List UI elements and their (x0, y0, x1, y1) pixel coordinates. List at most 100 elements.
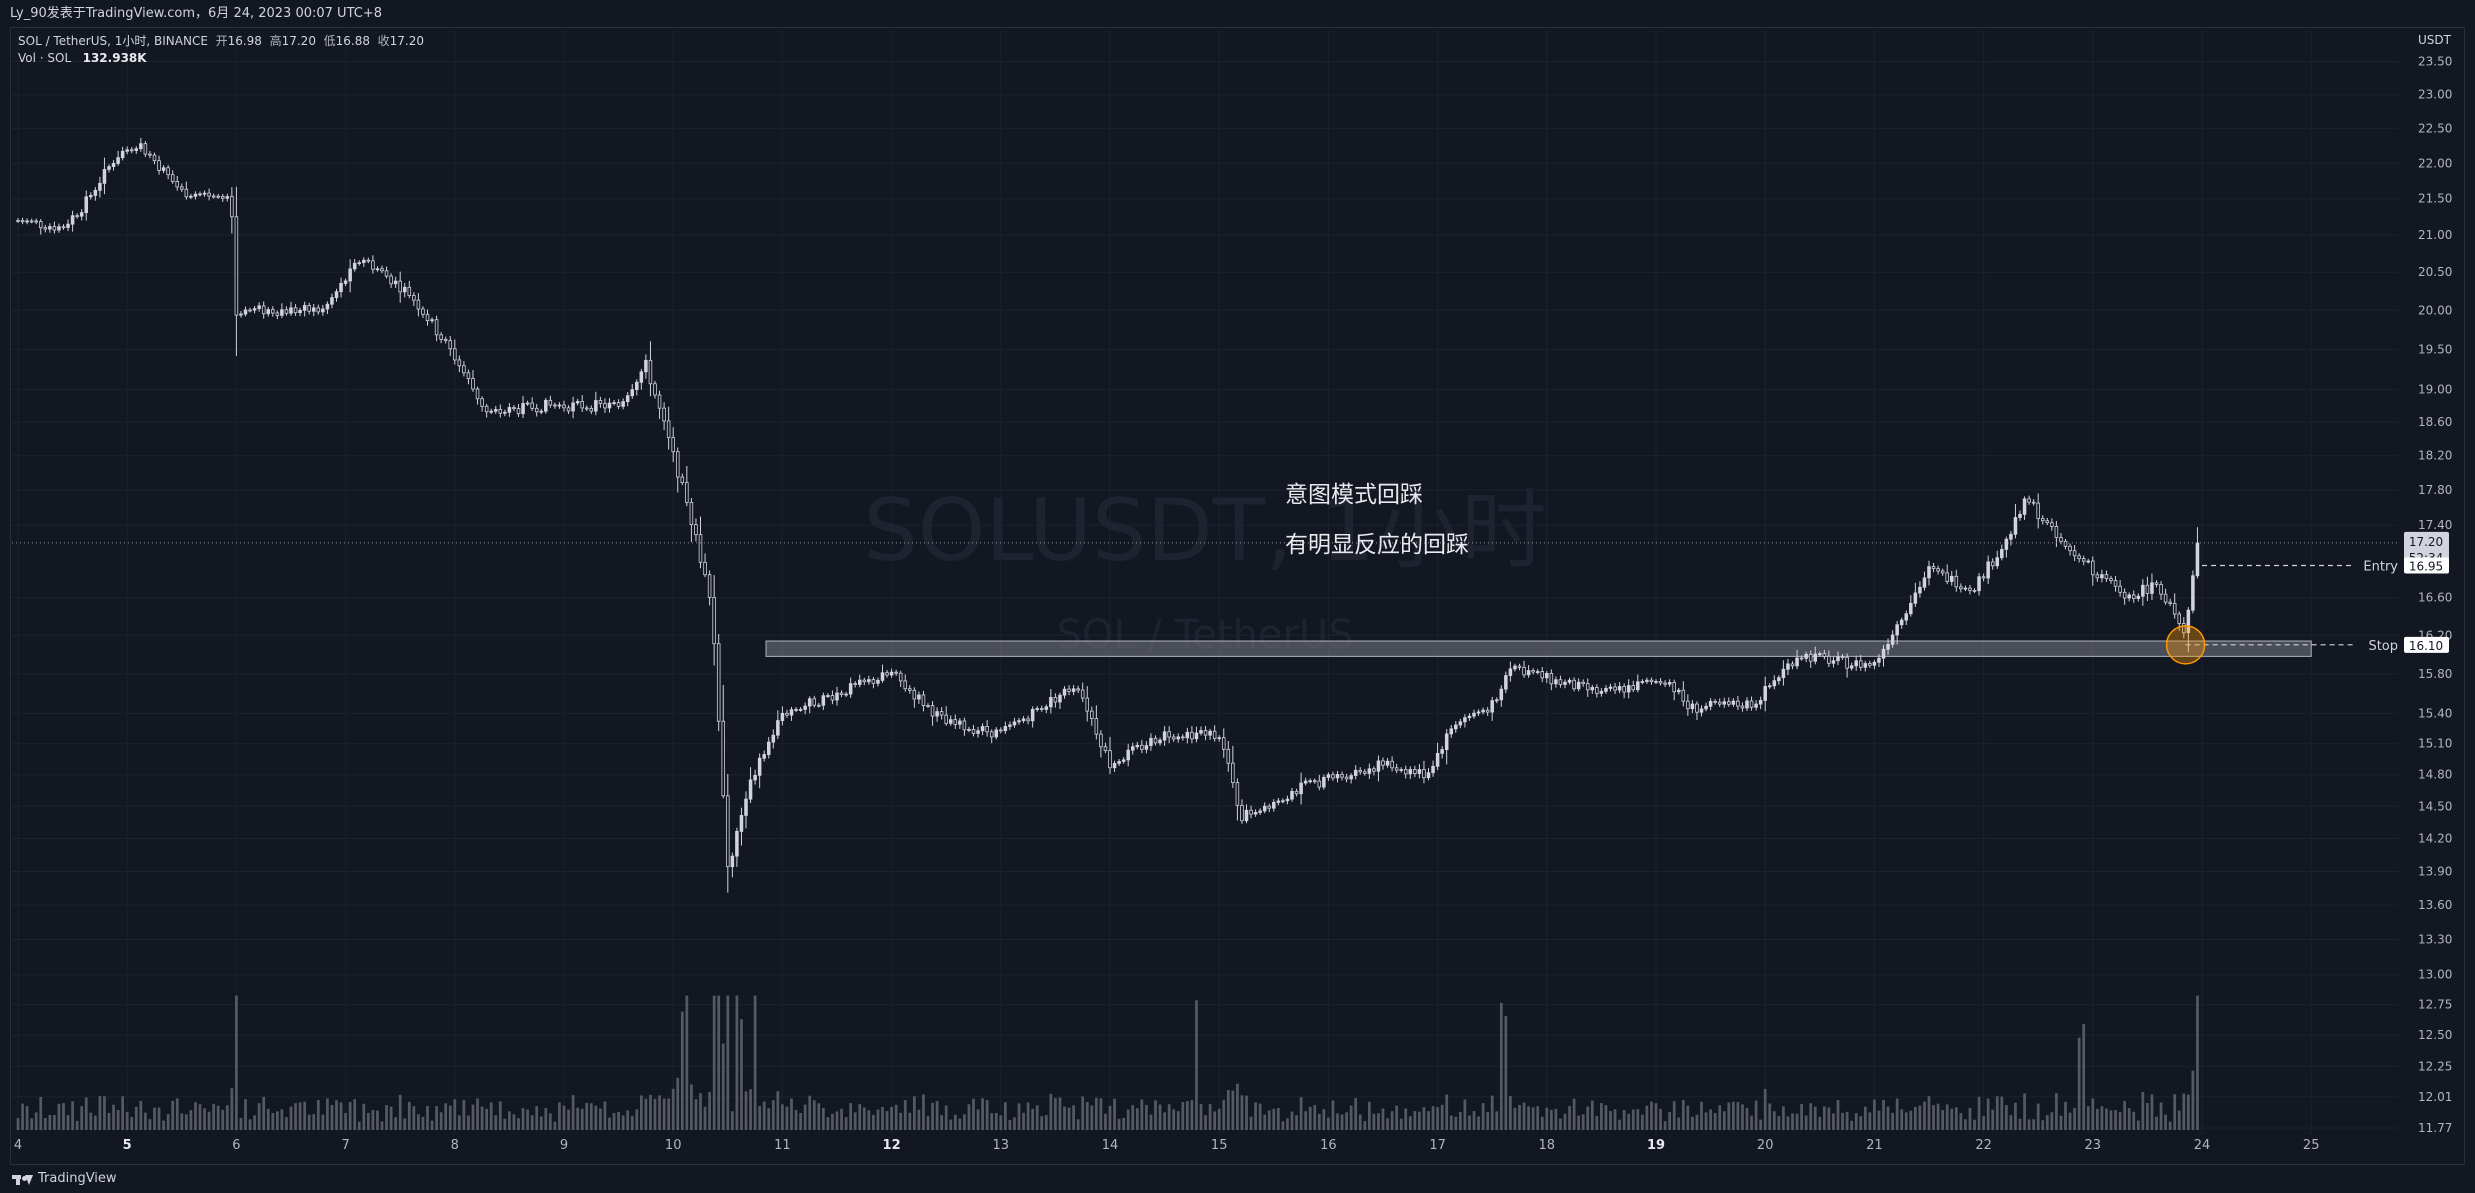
volume-bar (621, 1115, 625, 1130)
candle-body (34, 220, 38, 223)
candle-body (1399, 769, 1403, 771)
candle-body (1968, 587, 1972, 591)
volume-bar (1859, 1116, 1863, 1130)
candle-body (230, 196, 234, 218)
candle-body (903, 680, 908, 690)
candle-body (161, 167, 166, 171)
volume-bar (1695, 1114, 1699, 1130)
volume-bar (1995, 1096, 1999, 1130)
candle-body (143, 143, 148, 155)
volume-bar (394, 1117, 398, 1130)
legend-high: 17.20 (281, 34, 316, 48)
candle-body (239, 313, 243, 316)
candle-body (48, 226, 52, 230)
candle-body (1649, 679, 1654, 682)
volume-bar (589, 1103, 593, 1130)
volume-bar (457, 1115, 461, 1130)
candle-body (466, 372, 471, 379)
candle-body (1767, 685, 1772, 688)
volume-bar (940, 1115, 944, 1130)
candle-body (371, 260, 375, 270)
candle-body (1585, 683, 1590, 691)
candle-body (1481, 709, 1485, 713)
candle-body (1467, 715, 1472, 719)
candle-body (2118, 585, 2122, 593)
volume-bar (1763, 1088, 1767, 1130)
y-tick-label: 19.00 (2418, 382, 2452, 396)
annotations[interactable]: 意图模式回踩 有明显反应的回踩 (1285, 482, 1469, 558)
candle-body (1021, 718, 1026, 722)
tradingview-logo-icon (12, 1173, 33, 1185)
entry-price-box (2404, 557, 2449, 574)
volume-bar (1331, 1100, 1335, 1130)
chart-frame[interactable] (10, 27, 2465, 1165)
candle-body (1121, 759, 1126, 762)
candle-body (1558, 679, 1563, 685)
volume-bar (530, 1115, 534, 1130)
candle-body (703, 561, 707, 576)
volume-bar (21, 1103, 24, 1130)
volume-bar (389, 1106, 393, 1130)
support-zone[interactable] (765, 640, 2312, 657)
volume-bar (1108, 1105, 1112, 1130)
candle-body (694, 524, 698, 536)
candle-body (1058, 694, 1062, 703)
candle-body (2004, 538, 2009, 550)
volume-bar (835, 1111, 839, 1130)
candle-body (1499, 688, 1504, 701)
volume-bar (244, 1099, 247, 1130)
volume-bar (730, 1111, 734, 1130)
volume-bar (885, 1111, 889, 1130)
candle-body (1895, 624, 1899, 636)
candle-body (1435, 752, 1440, 767)
candle-body (75, 215, 79, 218)
volume-bar (953, 1114, 957, 1130)
volume-bar (2123, 1101, 2127, 1130)
volume-bar (1741, 1104, 1744, 1130)
candle-body (544, 399, 548, 412)
volume-bar (1772, 1111, 1776, 1130)
candle-body (1340, 774, 1344, 778)
volume-bar (1122, 1117, 1126, 1130)
grid (12, 30, 2398, 1134)
volume-bar (963, 1114, 966, 1130)
candle-body (1617, 686, 1622, 691)
candlestick-chart[interactable]: SOLUSDT, 1小时 SOL / TetherUS 意图模式回踩 有明显反应… (0, 0, 2475, 1165)
footer-brand: TradingView (38, 1171, 117, 1186)
volume-bar (999, 1115, 1003, 1130)
candle-body (2054, 526, 2059, 538)
volume-bar (125, 1111, 129, 1130)
volume-bar (1172, 1109, 1176, 1130)
y-tick-label: 15.80 (2418, 667, 2452, 681)
last-price-label: 17.20 (2409, 535, 2443, 549)
candle-body (348, 268, 352, 282)
candle-body (2100, 574, 2104, 579)
candle-body (885, 672, 889, 676)
volume-bar (1718, 1105, 1722, 1130)
volume-bar (1213, 1111, 1217, 1130)
candle-body (1472, 712, 1476, 717)
x-tick-label: 18 (1539, 1138, 1556, 1153)
candle-body (1181, 736, 1185, 739)
volume-bar (1267, 1110, 1271, 1130)
volume-bar (1049, 1093, 1053, 1130)
candle-body (771, 734, 776, 743)
volume-bar (1804, 1115, 1808, 1130)
candle-body (1854, 660, 1858, 667)
volume-bar (321, 1114, 325, 1130)
candle-body (580, 401, 584, 409)
volume-bar (326, 1098, 329, 1130)
volume-bar (1622, 1110, 1626, 1130)
candle-body (430, 319, 434, 322)
candle-body (898, 672, 903, 682)
candle-body (79, 212, 84, 217)
candle-body (216, 195, 220, 198)
volume-bar (1531, 1107, 1535, 1130)
candle-body (1526, 670, 1531, 676)
candle-body (1417, 769, 1422, 774)
volume-bar (1245, 1095, 1248, 1130)
volume-bar (1727, 1102, 1731, 1130)
candle-body (1080, 689, 1085, 699)
volume-bar (1085, 1101, 1089, 1130)
candle-body (1444, 733, 1449, 750)
